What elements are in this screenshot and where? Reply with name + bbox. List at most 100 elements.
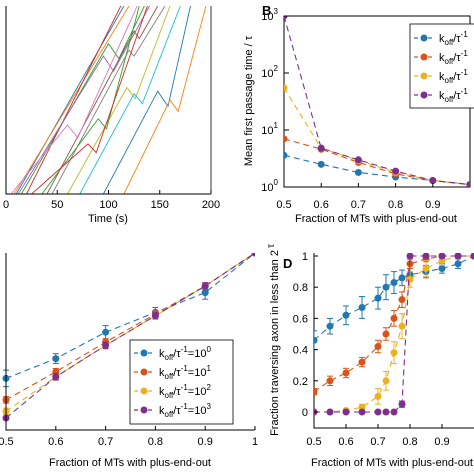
legend-legend-sub: off (445, 38, 455, 47)
legend-legend-sub: off (165, 372, 175, 381)
trajectory-line (26, 6, 140, 194)
data-point (52, 355, 60, 363)
xtick-label: 0.6 (338, 436, 353, 448)
data-point (382, 408, 390, 416)
panel-d-xlabel: Fraction of MTs with plus-end-out (311, 457, 473, 469)
panel-a-xlabel: Time (s) (88, 213, 128, 225)
xtick-label: 0.5 (276, 199, 291, 211)
data-point (284, 135, 288, 143)
data-point (342, 369, 350, 377)
legend-legend-base: k (159, 405, 165, 417)
legend-legend-eq: =10 (188, 405, 207, 417)
data-point (422, 264, 430, 272)
panel-c-legend: koff/τ-1=100koff/τ-1=101koff/τ-1=102koff… (129, 339, 234, 425)
legend-swatch-marker (140, 368, 148, 376)
xtick-label: 1 (252, 436, 258, 448)
trajectory-line (6, 6, 138, 194)
data-point (354, 168, 362, 176)
legend-swatch-marker (140, 406, 148, 414)
legend-legend-exp: 3 (206, 402, 211, 411)
legend-legend-sup: -1 (181, 364, 189, 373)
xtick-label: 0.8 (388, 199, 403, 211)
data-point (390, 408, 398, 416)
legend-legend-sub: off (445, 95, 455, 104)
xtick-label: 0.7 (370, 436, 385, 448)
legend-legend-sub: off (445, 76, 455, 85)
ytick-label: 1 (302, 251, 308, 263)
ytick-label: 0.2 (293, 376, 308, 388)
data-point (358, 408, 366, 416)
ytick-label: 0.6 (293, 313, 308, 325)
trajectory-line (67, 6, 181, 194)
legend-label: koff/τ-1=101 (159, 364, 211, 381)
panel-d-ylabel-text: Fraction traversing axon in less than 2 (269, 250, 281, 436)
panel-b-series (284, 16, 470, 187)
data-point (354, 156, 362, 164)
ytick-label: 102 (261, 64, 278, 80)
legend-legend-mid: /τ (173, 367, 181, 379)
trajectory-line (31, 6, 159, 194)
panel-letter-b: B (262, 3, 271, 18)
legend-legend-base: k (439, 33, 445, 45)
legend-legend-base: k (159, 348, 165, 360)
panel-a: 0 50 100 150 200 Time (s) (3, 6, 220, 225)
xtick-label: 100 (99, 199, 117, 211)
ytick-base: 10 (261, 182, 273, 194)
legend-legend-sup: -1 (461, 87, 469, 96)
trajectory-line (57, 6, 171, 194)
ytick-base: 10 (261, 125, 273, 137)
data-point (382, 283, 390, 291)
data-point (382, 330, 390, 338)
series-line (5, 253, 255, 419)
legend-legend-sub: off (445, 57, 455, 66)
data-point (342, 408, 350, 416)
legend-legend-sup: -1 (461, 49, 469, 58)
series-line (284, 138, 470, 186)
xtick-label: 0.6 (48, 436, 63, 448)
data-point (342, 311, 350, 319)
legend-swatch-marker (140, 349, 148, 357)
legend-legend-sup: -1 (181, 345, 189, 354)
panel-c-xlabel: Fraction of MTs with plus-end-out (49, 457, 211, 469)
legend-legend-sub: off (165, 353, 175, 362)
data-point (398, 400, 406, 408)
data-point (374, 408, 382, 416)
series-line (5, 253, 255, 379)
data-point (438, 264, 446, 272)
legend-legend-base: k (439, 90, 445, 102)
legend-label: koff/τ-1 (439, 68, 468, 85)
legend-legend-mid: /τ (453, 52, 461, 64)
legend-swatch-marker (140, 387, 148, 395)
series-line (5, 253, 255, 412)
trajectory-line (16, 6, 122, 194)
data-point (201, 282, 209, 290)
data-point (454, 260, 462, 268)
data-point (390, 314, 398, 322)
legend-legend-sup: -1 (181, 402, 189, 411)
series-line (314, 255, 474, 341)
data-point (374, 392, 382, 400)
ytick-exponent: 3 (274, 7, 279, 16)
ytick-label: 101 (261, 121, 278, 137)
panel-c: 0.5 0.6 0.7 0.8 0.9 1 Fraction of MTs with pl… (0, 253, 258, 469)
data-point (398, 274, 406, 282)
panel-b-ylabel: Mean first passage time / τ (243, 35, 255, 166)
legend-legend-exp: 1 (206, 364, 211, 373)
trajectory-line (8, 6, 145, 194)
ytick-label: 0.8 (293, 282, 308, 294)
data-point (314, 336, 318, 344)
data-point (392, 167, 400, 175)
trajectory-line (11, 6, 125, 194)
trajectory-line (6, 6, 130, 194)
ytick-base: 10 (261, 68, 273, 80)
legend-legend-base: k (439, 52, 445, 64)
legend-label: koff/τ-1=102 (159, 383, 211, 400)
legend-swatch-marker (420, 91, 428, 99)
panel-d-ticks: 0.5 0.6 0.7 0.8 0.9 0 0.2 0.4 0.6 0.8 1 (293, 251, 450, 448)
panel-c-xticks: 0.5 0.6 0.7 0.8 0.9 1 (0, 426, 258, 448)
xtick-label: 200 (202, 199, 220, 211)
ytick-exponent: 0 (274, 178, 279, 187)
ytick-exponent: 2 (274, 64, 279, 73)
